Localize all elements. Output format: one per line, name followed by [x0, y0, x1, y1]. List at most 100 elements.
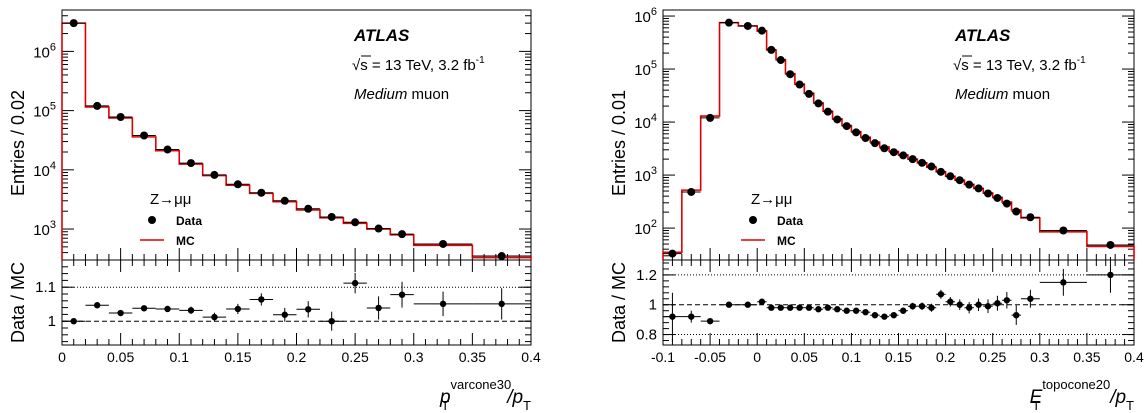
- y-axis-title-text: Entries / 0.01: [609, 90, 629, 196]
- legend-data-label: Data: [777, 214, 803, 228]
- x-tick-label: 0.05: [791, 349, 818, 365]
- y-axis-title: Entries / 0.01: [609, 90, 629, 196]
- data-point: [1026, 213, 1035, 222]
- data-point: [842, 122, 851, 131]
- data-point: [946, 172, 955, 181]
- x-axis-title-divisor-sub: T: [523, 398, 531, 413]
- ratio-tick-label: 0.8: [636, 327, 657, 344]
- energy-label-sup: -1: [1077, 55, 1086, 66]
- ratio-point: [984, 303, 992, 310]
- muon-label-quality: Medium: [955, 86, 1008, 103]
- ratio-point: [994, 300, 1001, 307]
- data-point: [805, 89, 814, 98]
- data-point: [983, 189, 992, 198]
- y-tick-exponent: 2: [651, 218, 657, 230]
- data-point: [257, 188, 266, 197]
- y-axis-title-text: Entries / 0.02: [8, 90, 28, 196]
- legend-mc-label: MC: [176, 234, 195, 248]
- ratio-point: [852, 307, 860, 314]
- y-tick-label: 106: [634, 6, 657, 26]
- data-point: [163, 145, 172, 154]
- energy-label: √s = 13 TeV, 3.2 fb-1: [352, 55, 485, 74]
- y-tick-exponent: 5: [50, 101, 56, 113]
- y-tick-base: 10: [33, 44, 50, 61]
- ratio-point: [824, 304, 832, 311]
- y-tick-label: 103: [634, 165, 657, 185]
- ratio-point: [117, 309, 124, 317]
- data-point: [965, 180, 974, 189]
- y-tick-base: 10: [33, 163, 50, 180]
- data-point: [1012, 207, 1021, 216]
- data-point: [767, 45, 776, 54]
- ratio-point: [928, 304, 935, 311]
- x-tick-label: 0.15: [224, 349, 251, 365]
- ratio-point: [140, 305, 148, 312]
- x-tick-label: 0.1: [170, 349, 190, 365]
- y-tick-base: 10: [634, 168, 651, 185]
- ratio-point: [947, 298, 954, 305]
- ratio-point: [211, 313, 218, 321]
- data-point: [439, 239, 448, 248]
- data-point: [899, 151, 908, 160]
- ratio-point: [328, 318, 335, 325]
- data-point: [186, 159, 195, 168]
- ratio-point: [234, 305, 242, 313]
- y-tick-label: 106: [33, 41, 56, 61]
- data-point: [955, 176, 964, 185]
- y-tick-label: 104: [33, 160, 56, 180]
- x-axis-title-main: p: [439, 387, 451, 408]
- ratio-tick-label: 1: [48, 313, 56, 330]
- data-point: [870, 139, 879, 148]
- y-tick-label: 105: [33, 101, 56, 121]
- x-axis-title-divisor: /p: [505, 387, 523, 408]
- ratio-point: [834, 306, 841, 313]
- x-tick-label: 0.35: [1073, 349, 1100, 365]
- data-point: [233, 180, 242, 189]
- data-point: [280, 196, 289, 205]
- data-point: [116, 112, 125, 121]
- legend-process: Z→μμ: [150, 191, 191, 208]
- ratio-point: [1003, 297, 1011, 304]
- ratio-point: [281, 311, 288, 318]
- data-point: [351, 218, 360, 227]
- y-tick-exponent: 3: [651, 165, 657, 177]
- data-point: [814, 99, 823, 108]
- ratio-point: [498, 300, 505, 308]
- x-axis-title-sup: varcone30: [451, 377, 512, 392]
- ratio-point: [398, 291, 406, 298]
- ratio-point: [871, 311, 879, 319]
- mc-histogram: [662, 21, 1135, 260]
- ratio-point: [1107, 271, 1114, 279]
- x-axis-title-divisor: /p: [1108, 387, 1126, 408]
- data-point: [724, 18, 733, 27]
- legend-data-marker: [749, 216, 757, 224]
- data-point: [93, 101, 102, 110]
- x-tick-label: 0: [753, 349, 761, 365]
- atlas-label: ATLAS: [954, 26, 1011, 45]
- x-axis-title: Etopocone20 T/pT: [1030, 377, 1134, 413]
- ratio-point: [881, 313, 888, 320]
- main-panel-frame: [662, 9, 1135, 261]
- data-point: [743, 21, 752, 30]
- data-point: [497, 252, 506, 261]
- x-axis-title-sub: T: [441, 398, 449, 413]
- muon-label: Medium muon: [955, 86, 1050, 103]
- energy-label-text: √s = 13 TeV, 3.2 fb: [352, 57, 476, 74]
- y-tick-label: 104: [634, 112, 657, 132]
- y-tick-exponent: 5: [651, 59, 657, 71]
- x-tick-label: 0.25: [342, 349, 369, 365]
- y-tick-exponent: 4: [651, 112, 657, 124]
- x-axis-title-sub: T: [1032, 398, 1040, 413]
- y-tick-base: 10: [33, 104, 50, 121]
- ratio-point: [956, 301, 963, 308]
- y-tick-base: 10: [634, 115, 651, 132]
- data-point: [210, 170, 219, 179]
- y-tick-label: 102: [634, 218, 657, 238]
- data-point: [69, 19, 78, 28]
- legend-data-marker: [148, 216, 156, 224]
- data-point: [833, 115, 842, 124]
- ratio-point: [669, 313, 676, 320]
- data-point: [1002, 199, 1011, 208]
- ratio-point: [843, 307, 850, 314]
